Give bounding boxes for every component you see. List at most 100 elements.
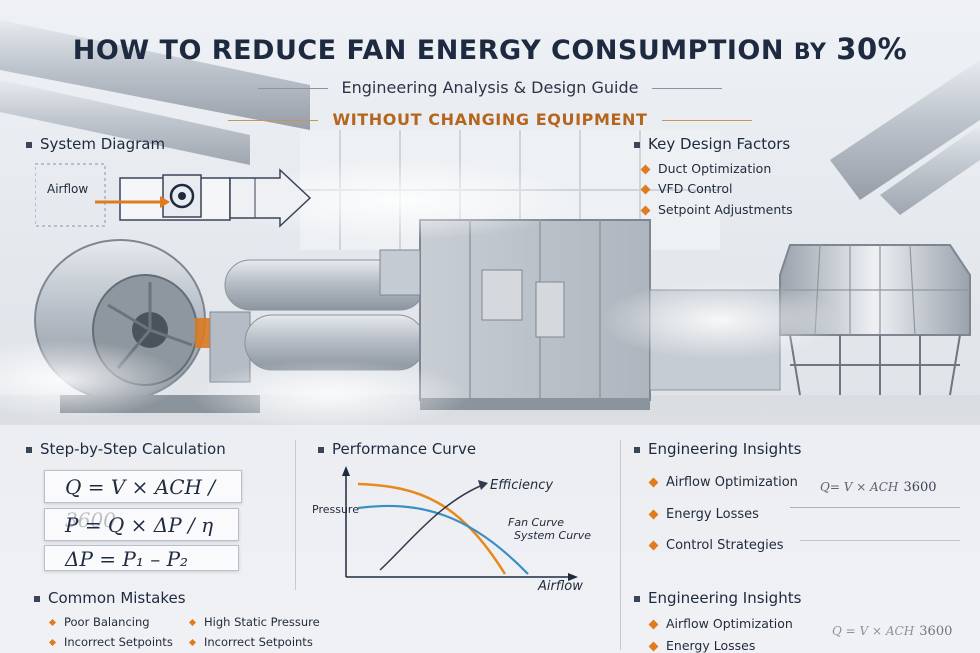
heading-square-icon	[634, 141, 640, 148]
x-axis-label: Airflow	[538, 579, 583, 594]
calculation-heading: Step-by-Step Calculation	[26, 440, 226, 458]
mistake-item: High Static Pressure	[188, 615, 320, 629]
bullet-diamond-icon	[640, 164, 651, 175]
mistake-item: Poor Balancing	[48, 615, 150, 629]
heading-square-icon	[634, 595, 640, 602]
diagram-fan-icon	[169, 183, 195, 209]
performance-heading: Performance Curve	[318, 440, 476, 458]
bullet-diamond-icon	[648, 619, 659, 630]
insight-formula-text: Q = V × ACH	[832, 624, 915, 638]
insights-heading-secondary: Engineering Insights	[634, 589, 801, 607]
efficiency-arrow-icon	[478, 480, 488, 490]
bullet-diamond-icon	[48, 638, 57, 647]
tagline-rule-left	[228, 120, 319, 121]
formula-power: P = Q × ΔP / η	[44, 508, 239, 541]
subtitle: Engineering Analysis & Design Guide	[0, 78, 980, 97]
diagram-fan-hub-icon	[178, 192, 186, 200]
system-curve-label: System Curve	[514, 529, 591, 542]
y-axis-arrow-icon	[342, 466, 350, 476]
y-axis-label: Pressure	[312, 503, 359, 516]
insight-divider	[790, 507, 960, 508]
insight-item: Energy Losses	[648, 507, 759, 522]
insight-divider	[800, 540, 960, 541]
key-design-heading-text: Key Design Factors	[648, 135, 791, 153]
mistakes-heading-text: Common Mistakes	[48, 589, 186, 607]
mistake-item: Incorrect Setpoints	[48, 635, 173, 649]
efficiency-curve-line	[379, 483, 486, 571]
insight-item: Airflow Optimization	[648, 616, 793, 631]
title-by: BY	[793, 40, 827, 65]
insight-formula-value: 3600	[919, 624, 953, 639]
insight-item-label: Airflow Optimization	[666, 475, 798, 490]
tagline-text: WITHOUT CHANGING EQUIPMENT	[332, 110, 648, 129]
system-diagram-heading: System Diagram	[26, 135, 165, 153]
performance-chart	[342, 466, 578, 581]
bullet-diamond-icon	[640, 205, 651, 216]
key-design-item: Setpoint Adjustments	[640, 202, 793, 217]
fan-curve-label: Fan Curve	[508, 516, 564, 529]
insight-item-label: Airflow Optimization	[666, 616, 793, 631]
title-main: HOW TO REDUCE FAN ENERGY CONSUMPTION	[72, 35, 784, 66]
key-design-item-label: VFD Control	[658, 181, 733, 196]
mistake-item-label: Poor Balancing	[64, 615, 150, 629]
insight-item-label: Energy Losses	[666, 638, 756, 653]
system-diagram	[35, 163, 312, 228]
heading-square-icon	[634, 446, 640, 453]
key-design-item: VFD Control	[640, 181, 733, 196]
bullet-diamond-icon	[648, 477, 659, 488]
insights-heading-text: Engineering Insights	[648, 440, 802, 458]
insight-formula-text: Q= V × ACH	[820, 480, 899, 494]
heading-square-icon	[26, 446, 32, 453]
fan-curve-line	[357, 482, 507, 575]
airflow-label: Airflow	[47, 182, 89, 196]
heading-square-icon	[26, 141, 32, 148]
system-diagram-heading-text: System Diagram	[40, 135, 166, 153]
x-axis-arrow-icon	[568, 573, 578, 581]
title-percent: 30%	[836, 32, 908, 66]
bullet-diamond-icon	[188, 638, 197, 647]
insight-item-label: Control Strategies	[666, 538, 784, 553]
key-design-item: Duct Optimization	[640, 161, 772, 176]
insights-heading-secondary-text: Engineering Insights	[648, 589, 802, 607]
system-curve-line	[357, 504, 529, 575]
mistake-item-label: Incorrect Setpoints	[204, 635, 313, 649]
airflow-arrow-icon	[160, 196, 170, 208]
performance-heading-text: Performance Curve	[332, 440, 477, 458]
bullet-diamond-icon	[648, 509, 659, 520]
bullet-diamond-icon	[48, 618, 57, 627]
page-title: HOW TO REDUCE FAN ENERGY CONSUMPTION BY …	[0, 32, 980, 66]
calculation-heading-text: Step-by-Step Calculation	[40, 440, 226, 458]
key-design-heading: Key Design Factors	[634, 135, 790, 153]
insight-formula-secondary: Q = V × ACH 3600	[832, 620, 952, 639]
bullet-diamond-icon	[188, 618, 197, 627]
diagram-outlet-arrow	[229, 168, 312, 228]
insight-item-label: Energy Losses	[666, 507, 759, 522]
subtitle-rule-left	[257, 88, 328, 89]
mistakes-heading: Common Mistakes	[34, 589, 186, 607]
mistake-item: Incorrect Setpoints	[188, 635, 313, 649]
subtitle-rule-right	[652, 88, 723, 89]
insights-heading: Engineering Insights	[634, 440, 801, 458]
insight-item: Control Strategies	[648, 538, 784, 553]
subtitle-text: Engineering Analysis & Design Guide	[341, 78, 639, 97]
bullet-diamond-icon	[648, 540, 659, 551]
key-design-item-label: Setpoint Adjustments	[658, 202, 793, 217]
insight-item: Energy Losses	[648, 638, 756, 653]
mistake-item-label: High Static Pressure	[204, 615, 320, 629]
tagline: WITHOUT CHANGING EQUIPMENT	[0, 110, 980, 129]
mistake-item-label: Incorrect Setpoints	[64, 635, 173, 649]
bullet-diamond-icon	[640, 184, 651, 195]
heading-square-icon	[318, 446, 324, 453]
panel-divider	[620, 440, 621, 650]
key-design-item-label: Duct Optimization	[658, 161, 772, 176]
insight-formula: Q= V × ACH 3600	[820, 476, 937, 495]
tagline-rule-right	[661, 120, 752, 121]
insight-formula-value: 3600	[903, 480, 937, 495]
bullet-diamond-icon	[648, 641, 659, 652]
insight-item: Airflow Optimization	[648, 475, 798, 490]
formula-airflow: Q = V × ACH / 3600	[44, 470, 242, 532]
formula-pressure-drop: ΔP = P₁ – P₂	[44, 545, 239, 571]
efficiency-label: Efficiency	[490, 478, 554, 493]
panel-divider	[295, 440, 296, 590]
heading-square-icon	[34, 595, 40, 602]
